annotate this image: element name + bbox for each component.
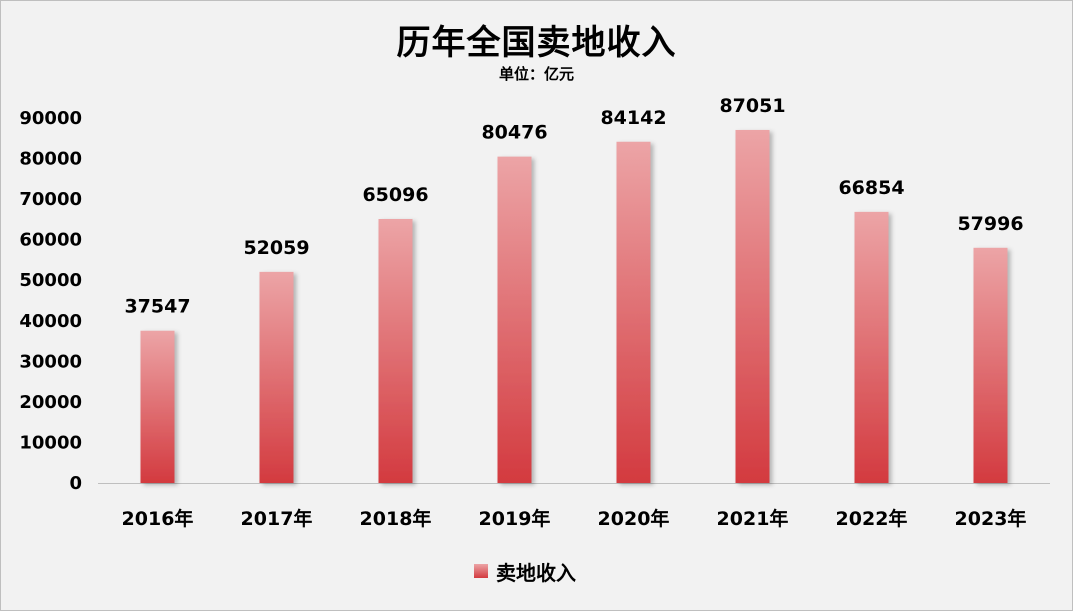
x-tick-label: 2016年 [122,507,194,530]
x-axis: 2016年 2017年 2018年 2019年 2020年 2021年 2022年 2023年 [98,483,1050,530]
bar[interactable] [735,129,770,483]
bar[interactable] [854,211,889,484]
x-tick-label: 2020年 [598,507,670,530]
data-label: 37547 [124,296,190,318]
bar-series [140,129,1008,484]
legend-label: 卖地收入 [496,561,576,585]
chart-subtitle: 单位：亿元 [498,65,574,83]
y-tick-label: 60000 [19,230,82,251]
data-label: 84142 [600,107,666,129]
x-tick-label: 2023年 [955,507,1027,530]
bar[interactable] [497,156,532,483]
y-tick-label: 0 [69,473,82,494]
bar[interactable] [259,271,294,483]
x-tick-label: 2022年 [836,507,908,530]
data-label: 65096 [362,184,428,206]
y-tick-label: 80000 [19,149,82,170]
y-tick-label: 50000 [19,270,82,291]
x-tick-label: 2019年 [479,507,551,530]
bar[interactable] [378,218,413,483]
y-axis: 0 10000 20000 30000 40000 50000 60000 70000 8000… [19,108,82,494]
y-tick-label: 90000 [19,108,82,129]
y-tick-label: 70000 [19,189,82,210]
x-tick-label: 2017年 [241,507,313,530]
data-label: 57996 [957,213,1023,235]
x-tick-label: 2021年 [717,507,789,530]
y-tick-label: 40000 [19,311,82,332]
data-label: 66854 [838,177,904,199]
data-labels: 37547 52059 65096 80476 84142 87051 66854 57996 [124,95,1023,318]
legend-swatch [474,564,488,578]
chart-title: 历年全国卖地收入 [396,23,677,63]
x-tick-label: 2018年 [360,507,432,530]
bar[interactable] [616,141,651,483]
data-label: 87051 [719,95,785,117]
data-label: 52059 [243,237,309,259]
bar[interactable] [973,247,1008,483]
legend[interactable]: 卖地收入 [474,561,576,585]
y-tick-label: 20000 [19,392,82,413]
data-label: 80476 [481,122,547,144]
y-tick-label: 30000 [19,351,82,372]
y-tick-label: 10000 [19,432,82,453]
bar[interactable] [140,330,175,483]
